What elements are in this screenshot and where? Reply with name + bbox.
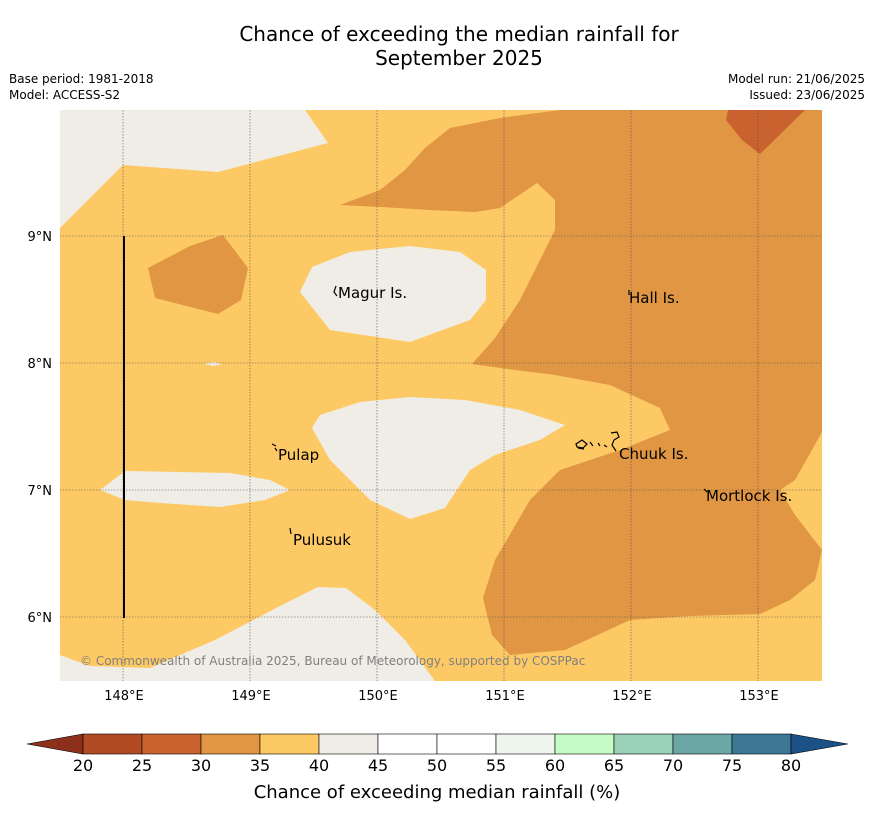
longitude-labels: 148°E 149°E 150°E 151°E 152°E 153°E <box>104 689 779 704</box>
colorbar-cell-55-60 <box>495 733 556 755</box>
island-markers <box>271 285 708 535</box>
lat-label-9n: 9°N <box>28 230 53 245</box>
meta-right: Model run: 21/06/2025 Issued: 23/06/2025 <box>728 71 865 103</box>
label-pulap: Pulap <box>278 446 319 464</box>
lon-label-148e: 148°E <box>104 689 144 704</box>
colorbar-tick-80: 80 <box>781 756 801 775</box>
colorbar-cell-25-30 <box>141 733 202 755</box>
colorbar-tick-60: 60 <box>545 756 565 775</box>
lat-label-6n: 6°N <box>28 611 53 626</box>
label-hall: Hall Is. <box>629 289 680 307</box>
model-run-date: Model run: 21/06/2025 <box>727 72 865 86</box>
region-25-30-northeast <box>726 110 805 154</box>
model-name: Model: ACCESS-S2 <box>9 88 121 102</box>
colorbar-cell-40-45 <box>318 733 379 755</box>
colorbar-tick-50: 50 <box>427 756 447 775</box>
island-chuuk-reef <box>575 431 620 452</box>
island-mortlock <box>703 488 708 493</box>
colorbar-cell-30-35 <box>200 733 261 755</box>
colorbar-tick-20: 20 <box>73 756 93 775</box>
copyright-credit: © Commonwealth of Australia 2025, Bureau… <box>80 654 585 668</box>
label-mortlock: Mortlock Is. <box>706 487 792 505</box>
lat-label-7n: 7°N <box>28 484 53 499</box>
colorbar-tick-35: 35 <box>250 756 270 775</box>
issued-date: Issued: 23/06/2025 <box>749 88 865 102</box>
colorbar-cell-70-75 <box>672 733 733 755</box>
region-40-45-northwest <box>60 110 328 228</box>
island-pulap <box>271 443 278 452</box>
lon-label-149e: 149°E <box>231 689 271 704</box>
colorbar-cells <box>82 733 792 755</box>
lat-label-8n: 8°N <box>28 357 53 372</box>
region-40-45-south <box>60 587 435 681</box>
label-magur: Magur Is. <box>338 284 407 302</box>
title-line-1: Chance of exceeding the median rainfall … <box>239 22 679 46</box>
lon-label-150e: 150°E <box>358 689 398 704</box>
colorbar-cell-60-65 <box>554 733 615 755</box>
colorbar-tick-55: 55 <box>486 756 506 775</box>
colorbar: 20 25 30 35 40 45 50 55 60 65 70 75 80 Chance of exc… <box>26 733 849 803</box>
colorbar-tick-65: 65 <box>604 756 624 775</box>
colorbar-tick-30: 30 <box>191 756 211 775</box>
lon-label-153e: 153°E <box>739 689 779 704</box>
region-40-45-magur <box>300 246 486 342</box>
colorbar-cell-75-80 <box>731 733 792 755</box>
label-chuuk: Chuuk Is. <box>619 445 688 463</box>
place-labels: Magur Is. Hall Is. Pulap Chuuk Is. Mortl… <box>278 284 792 549</box>
colorbar-low-extension <box>26 733 84 755</box>
region-40-45-west <box>100 471 290 507</box>
island-pulusuk <box>289 527 292 535</box>
colorbar-tick-75: 75 <box>722 756 742 775</box>
colorbar-tick-25: 25 <box>132 756 152 775</box>
region-40-45-central <box>312 397 565 519</box>
colorbar-cell-65-70 <box>613 733 674 755</box>
title-line-2: September 2025 <box>375 46 543 70</box>
region-30-35-east <box>340 110 822 655</box>
base-period: Base period: 1981-2018 <box>9 72 154 86</box>
map-title: Chance of exceeding the median rainfall … <box>0 22 873 70</box>
latitude-labels: 9°N 8°N 7°N 6°N <box>28 230 53 626</box>
colorbar-tick-labels: 20 25 30 35 40 45 50 55 60 65 70 75 80 <box>73 756 801 775</box>
label-pulusuk: Pulusuk <box>293 531 351 549</box>
lon-label-152e: 152°E <box>612 689 652 704</box>
colorbar-cell-50-55 <box>436 733 497 755</box>
region-30-35-west <box>148 235 248 314</box>
map-panel: © Commonwealth of Australia 2025, Bureau… <box>60 110 822 681</box>
colorbar-high-extension <box>790 733 849 755</box>
lon-label-151e: 151°E <box>485 689 525 704</box>
colorbar-cell-20-25 <box>82 733 143 755</box>
meta-left: Base period: 1981-2018 Model: ACCESS-S2 <box>9 71 154 103</box>
island-magur <box>333 285 338 297</box>
colorbar-cell-35-40 <box>259 733 320 755</box>
colorbar-title: Chance of exceeding median rainfall (%) <box>254 782 621 803</box>
colorbar-tick-40: 40 <box>309 756 329 775</box>
colorbar-cell-45-50 <box>377 733 438 755</box>
colorbar-tick-70: 70 <box>663 756 683 775</box>
gridlines <box>60 110 822 681</box>
colorbar-tick-45: 45 <box>368 756 388 775</box>
